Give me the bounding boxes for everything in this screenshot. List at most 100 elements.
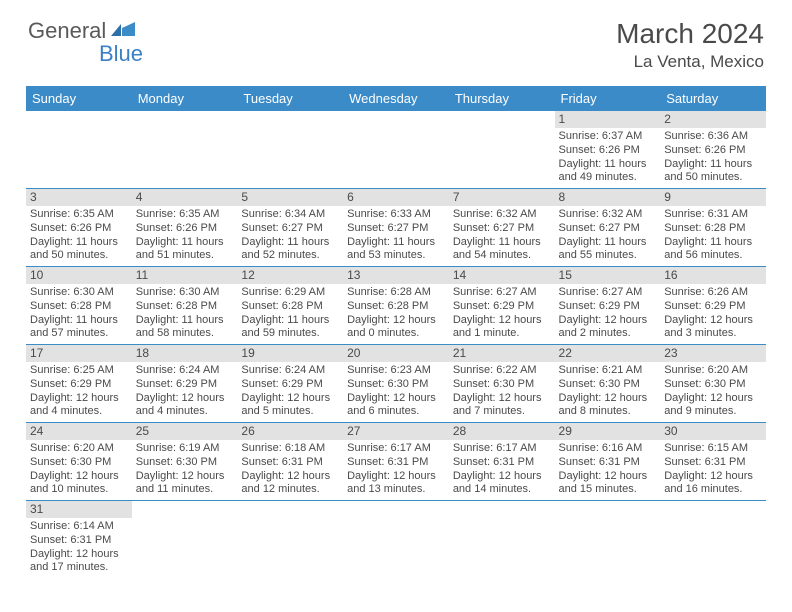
day-line-sunset: Sunset: 6:31 PM — [664, 456, 762, 470]
day-line-sunrise: Sunrise: 6:37 AM — [559, 130, 657, 144]
location: La Venta, Mexico — [616, 52, 764, 72]
calendar-day-cell: 16Sunrise: 6:26 AMSunset: 6:29 PMDayligh… — [660, 267, 766, 345]
calendar-day-cell: 31Sunrise: 6:14 AMSunset: 6:31 PMDayligh… — [26, 501, 132, 579]
day-number: 11 — [132, 267, 238, 284]
calendar-day-cell: 2Sunrise: 6:36 AMSunset: 6:26 PMDaylight… — [660, 111, 766, 189]
day-line-day1: Daylight: 11 hours — [453, 236, 551, 250]
day-line-sunrise: Sunrise: 6:27 AM — [559, 286, 657, 300]
day-line-day1: Daylight: 11 hours — [347, 236, 445, 250]
calendar-day-cell: 19Sunrise: 6:24 AMSunset: 6:29 PMDayligh… — [237, 345, 343, 423]
day-detail: Sunrise: 6:32 AMSunset: 6:27 PMDaylight:… — [449, 206, 555, 266]
day-line-sunset: Sunset: 6:30 PM — [136, 456, 234, 470]
title-block: March 2024 La Venta, Mexico — [616, 18, 764, 72]
day-detail: Sunrise: 6:20 AMSunset: 6:30 PMDaylight:… — [660, 362, 766, 422]
calendar-day-cell: 28Sunrise: 6:17 AMSunset: 6:31 PMDayligh… — [449, 423, 555, 501]
day-line-sunrise: Sunrise: 6:14 AM — [30, 520, 128, 534]
day-line-day2: and 50 minutes. — [664, 171, 762, 185]
calendar-week-row: 31Sunrise: 6:14 AMSunset: 6:31 PMDayligh… — [26, 501, 766, 579]
calendar-day-cell: 27Sunrise: 6:17 AMSunset: 6:31 PMDayligh… — [343, 423, 449, 501]
day-detail: Sunrise: 6:14 AMSunset: 6:31 PMDaylight:… — [26, 518, 132, 578]
day-number: 19 — [237, 345, 343, 362]
weekday-header: Saturday — [660, 86, 766, 111]
calendar-body: 1Sunrise: 6:37 AMSunset: 6:26 PMDaylight… — [26, 111, 766, 578]
day-detail: Sunrise: 6:19 AMSunset: 6:30 PMDaylight:… — [132, 440, 238, 500]
calendar-day-cell — [132, 111, 238, 189]
day-detail: Sunrise: 6:37 AMSunset: 6:26 PMDaylight:… — [555, 128, 661, 188]
day-line-day1: Daylight: 12 hours — [347, 470, 445, 484]
day-detail: Sunrise: 6:31 AMSunset: 6:28 PMDaylight:… — [660, 206, 766, 266]
day-line-day1: Daylight: 12 hours — [136, 470, 234, 484]
weekday-header-row: Sunday Monday Tuesday Wednesday Thursday… — [26, 86, 766, 111]
calendar-day-cell: 30Sunrise: 6:15 AMSunset: 6:31 PMDayligh… — [660, 423, 766, 501]
day-line-sunset: Sunset: 6:28 PM — [136, 300, 234, 314]
day-number: 9 — [660, 189, 766, 206]
day-line-day1: Daylight: 12 hours — [30, 392, 128, 406]
day-line-day2: and 4 minutes. — [136, 405, 234, 419]
day-line-day1: Daylight: 11 hours — [559, 158, 657, 172]
weekday-header: Tuesday — [237, 86, 343, 111]
day-detail: Sunrise: 6:35 AMSunset: 6:26 PMDaylight:… — [132, 206, 238, 266]
day-number: 30 — [660, 423, 766, 440]
day-line-day1: Daylight: 12 hours — [347, 314, 445, 328]
day-line-day2: and 59 minutes. — [241, 327, 339, 341]
day-line-sunrise: Sunrise: 6:19 AM — [136, 442, 234, 456]
day-line-sunset: Sunset: 6:29 PM — [453, 300, 551, 314]
day-line-day1: Daylight: 11 hours — [664, 158, 762, 172]
calendar-day-cell — [132, 501, 238, 579]
day-line-sunrise: Sunrise: 6:28 AM — [347, 286, 445, 300]
day-line-sunset: Sunset: 6:31 PM — [30, 534, 128, 548]
day-line-day1: Daylight: 11 hours — [241, 314, 339, 328]
day-line-day1: Daylight: 12 hours — [241, 392, 339, 406]
day-line-sunset: Sunset: 6:29 PM — [664, 300, 762, 314]
logo-text-general: General — [28, 18, 106, 44]
day-number: 14 — [449, 267, 555, 284]
day-number: 10 — [26, 267, 132, 284]
day-line-sunset: Sunset: 6:29 PM — [30, 378, 128, 392]
day-line-day2: and 3 minutes. — [664, 327, 762, 341]
day-detail: Sunrise: 6:34 AMSunset: 6:27 PMDaylight:… — [237, 206, 343, 266]
day-line-sunset: Sunset: 6:30 PM — [559, 378, 657, 392]
day-line-day1: Daylight: 12 hours — [664, 470, 762, 484]
day-line-sunrise: Sunrise: 6:17 AM — [453, 442, 551, 456]
day-line-day2: and 58 minutes. — [136, 327, 234, 341]
day-number: 26 — [237, 423, 343, 440]
day-detail: Sunrise: 6:27 AMSunset: 6:29 PMDaylight:… — [555, 284, 661, 344]
calendar-week-row: 17Sunrise: 6:25 AMSunset: 6:29 PMDayligh… — [26, 345, 766, 423]
calendar-day-cell: 10Sunrise: 6:30 AMSunset: 6:28 PMDayligh… — [26, 267, 132, 345]
day-line-sunrise: Sunrise: 6:31 AM — [664, 208, 762, 222]
day-detail: Sunrise: 6:27 AMSunset: 6:29 PMDaylight:… — [449, 284, 555, 344]
day-line-sunset: Sunset: 6:30 PM — [453, 378, 551, 392]
day-detail: Sunrise: 6:20 AMSunset: 6:30 PMDaylight:… — [26, 440, 132, 500]
calendar-day-cell: 26Sunrise: 6:18 AMSunset: 6:31 PMDayligh… — [237, 423, 343, 501]
day-detail: Sunrise: 6:21 AMSunset: 6:30 PMDaylight:… — [555, 362, 661, 422]
calendar-day-cell: 24Sunrise: 6:20 AMSunset: 6:30 PMDayligh… — [26, 423, 132, 501]
day-line-sunrise: Sunrise: 6:35 AM — [136, 208, 234, 222]
day-line-day2: and 57 minutes. — [30, 327, 128, 341]
calendar-day-cell: 6Sunrise: 6:33 AMSunset: 6:27 PMDaylight… — [343, 189, 449, 267]
day-line-day2: and 17 minutes. — [30, 561, 128, 575]
calendar-week-row: 3Sunrise: 6:35 AMSunset: 6:26 PMDaylight… — [26, 189, 766, 267]
calendar-table: Sunday Monday Tuesday Wednesday Thursday… — [26, 86, 766, 578]
day-line-sunrise: Sunrise: 6:22 AM — [453, 364, 551, 378]
day-detail: Sunrise: 6:30 AMSunset: 6:28 PMDaylight:… — [26, 284, 132, 344]
calendar-day-cell — [237, 501, 343, 579]
day-number: 27 — [343, 423, 449, 440]
day-line-day2: and 54 minutes. — [453, 249, 551, 263]
day-number: 22 — [555, 345, 661, 362]
day-number: 29 — [555, 423, 661, 440]
day-line-sunrise: Sunrise: 6:36 AM — [664, 130, 762, 144]
day-line-sunset: Sunset: 6:27 PM — [559, 222, 657, 236]
day-line-sunset: Sunset: 6:28 PM — [241, 300, 339, 314]
calendar-day-cell: 23Sunrise: 6:20 AMSunset: 6:30 PMDayligh… — [660, 345, 766, 423]
calendar-day-cell: 7Sunrise: 6:32 AMSunset: 6:27 PMDaylight… — [449, 189, 555, 267]
day-line-sunrise: Sunrise: 6:34 AM — [241, 208, 339, 222]
day-number: 21 — [449, 345, 555, 362]
day-line-day2: and 51 minutes. — [136, 249, 234, 263]
calendar-day-cell: 15Sunrise: 6:27 AMSunset: 6:29 PMDayligh… — [555, 267, 661, 345]
day-number: 6 — [343, 189, 449, 206]
calendar-week-row: 1Sunrise: 6:37 AMSunset: 6:26 PMDaylight… — [26, 111, 766, 189]
day-line-sunset: Sunset: 6:30 PM — [347, 378, 445, 392]
day-number: 12 — [237, 267, 343, 284]
day-line-day2: and 13 minutes. — [347, 483, 445, 497]
calendar-day-cell: 29Sunrise: 6:16 AMSunset: 6:31 PMDayligh… — [555, 423, 661, 501]
